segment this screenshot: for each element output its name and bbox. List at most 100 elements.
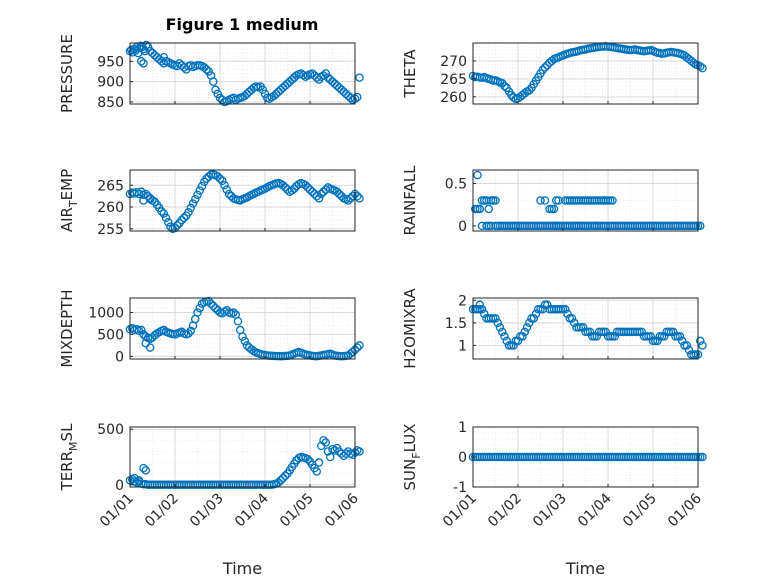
data-point: [206, 299, 216, 308]
y-axis-label: RAINFALL: [401, 165, 419, 236]
data-point: [220, 180, 229, 190]
y-tick-label: 1: [458, 420, 467, 436]
data-point: [529, 314, 539, 323]
data-point: [500, 81, 509, 91]
y-tick-label: 265: [97, 178, 124, 194]
subplot-h2omixra: 1 1.5 2 H2OMIXRA: [401, 288, 707, 369]
y-tick-label: 270: [440, 54, 467, 70]
data-point: [314, 458, 324, 467]
data-point: [601, 327, 611, 337]
data-point: [321, 438, 330, 447]
y-tick-label: 1.5: [445, 316, 467, 332]
axes-box: [129, 169, 356, 232]
data-point: [352, 191, 362, 201]
data-point: [570, 318, 579, 328]
y-tick-label: 850: [97, 95, 124, 111]
data-point: [186, 203, 195, 213]
data-point: [479, 309, 489, 319]
x-axis-label: Time: [565, 559, 605, 578]
data-point: [132, 324, 141, 334]
data-point: [289, 184, 299, 193]
x-axis-label: Time: [222, 559, 262, 578]
data-point: [696, 221, 705, 231]
data-point: [287, 186, 297, 195]
axes-box: [129, 426, 356, 488]
y-tick-label: 2: [458, 293, 467, 309]
data-point: [543, 60, 552, 70]
data-point: [276, 476, 285, 485]
y-axis-label: PRESSURE: [58, 34, 76, 113]
series-markers: [125, 296, 364, 361]
data-point: [653, 336, 662, 346]
series-markers: [468, 41, 707, 104]
data-point: [312, 191, 321, 201]
data-point: [204, 67, 213, 76]
data-point: [637, 327, 647, 337]
data-point: [518, 332, 527, 341]
data-point: [278, 473, 288, 483]
data-point: [217, 176, 227, 186]
y-axis-label: TERRMSL: [58, 423, 80, 492]
data-point: [520, 327, 530, 337]
axes-box: [129, 297, 356, 360]
y-tick-label: 950: [97, 54, 124, 70]
data-point: [303, 183, 312, 192]
y-tick-label: 900: [97, 75, 124, 91]
data-point: [352, 343, 362, 352]
subplot-pressure: 850 900 950 PRESSURE: [58, 34, 364, 113]
data-point: [592, 332, 602, 341]
data-point: [197, 181, 207, 191]
data-point: [159, 209, 168, 218]
data-point: [696, 336, 705, 346]
data-point: [684, 345, 694, 355]
data-point: [543, 300, 552, 310]
data-point: [355, 341, 364, 350]
data-point: [157, 207, 166, 216]
data-point: [502, 336, 511, 346]
data-point: [280, 471, 290, 481]
data-point: [540, 196, 550, 205]
data-point: [184, 208, 193, 217]
y-tick-label: 0.5: [445, 177, 467, 193]
data-point: [139, 463, 148, 473]
data-point: [179, 213, 189, 223]
data-point: [522, 323, 532, 332]
data-point: [689, 58, 698, 67]
data-point: [159, 325, 168, 335]
y-tick-label: 500: [97, 327, 124, 343]
data-point: [208, 301, 218, 311]
data-point: [491, 314, 500, 323]
data-point: [312, 467, 321, 476]
data-point: [260, 89, 270, 99]
data-point: [211, 303, 220, 313]
data-point: [493, 318, 502, 328]
axes-box: [472, 297, 699, 360]
data-point: [265, 94, 274, 103]
data-point: [161, 213, 171, 223]
data-point: [211, 85, 220, 95]
data-point: [141, 40, 151, 50]
data-point: [141, 338, 150, 348]
y-tick-label: 265: [440, 72, 467, 88]
series-markers: [125, 40, 364, 107]
data-point: [698, 452, 707, 462]
data-point: [258, 85, 267, 95]
y-axis-label: MIXDEPTH: [58, 289, 76, 367]
data-point: [172, 221, 182, 230]
data-point: [193, 190, 202, 200]
subplot-terr-msl: 0 500 TERRMSL: [58, 422, 364, 494]
data-point: [274, 478, 283, 487]
y-tick-label: 0: [115, 349, 124, 365]
data-point: [215, 174, 225, 183]
data-point: [139, 59, 148, 68]
subplot-sun-flux: -1 0 1 SUNFLUX: [401, 420, 707, 496]
data-point: [332, 187, 342, 197]
data-point: [646, 332, 656, 341]
data-point: [491, 196, 500, 205]
y-axis-label: AIRTEMP: [58, 169, 80, 232]
data-point: [186, 326, 195, 336]
subplot-mixdepth: 0 500 1000 MIXDEPTH: [58, 289, 364, 368]
data-point: [531, 309, 541, 319]
data-point: [204, 296, 213, 306]
data-point: [280, 183, 290, 192]
